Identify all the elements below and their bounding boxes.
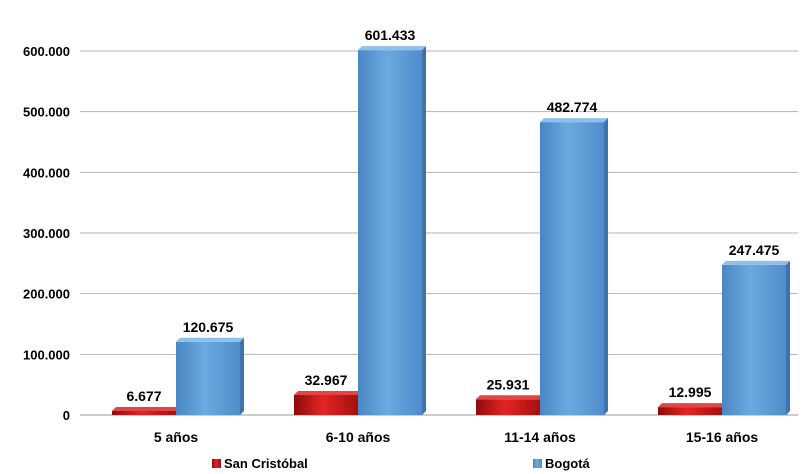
bar-side <box>422 46 426 415</box>
bar-body <box>722 264 786 415</box>
y-tick-label: 200.000 <box>23 287 70 302</box>
data-label: 25.931 <box>487 376 530 392</box>
x-category-label: 5 años <box>154 429 199 445</box>
legend-item-san-cristobal: San Cristóbal <box>212 456 308 471</box>
bar-san-cristobal <box>476 395 544 415</box>
bar-san-cristobal <box>294 391 362 415</box>
bar-side <box>786 260 790 415</box>
legend-label: San Cristóbal <box>224 456 308 471</box>
bar-top <box>112 406 180 411</box>
bar-body <box>112 410 176 415</box>
legend-label: Bogotá <box>545 456 591 471</box>
bars <box>112 46 790 416</box>
y-tick-label: 600.000 <box>23 44 70 59</box>
bar-top <box>294 391 362 396</box>
legend-swatch <box>212 459 221 468</box>
bar-body <box>540 122 604 416</box>
bar-top <box>476 395 544 400</box>
data-labels: 6.677 120.675 32.967 601.433 25.931 482.774 12… <box>126 27 779 404</box>
bar-body <box>658 407 722 415</box>
bar-top <box>658 403 726 408</box>
bar-side <box>604 118 608 416</box>
bar-top <box>358 46 426 51</box>
bar-top <box>722 260 790 265</box>
data-label: 32.967 <box>305 372 348 388</box>
bar-bogota <box>722 260 790 415</box>
y-tick-label: 500.000 <box>23 105 70 120</box>
bar-side <box>240 337 244 415</box>
bar-san-cristobal <box>112 406 180 415</box>
bar-body <box>358 50 422 415</box>
x-category-label: 11-14 años <box>504 429 576 445</box>
legend: San Cristóbal Bogotá <box>212 456 591 471</box>
bar-body <box>176 341 240 415</box>
x-category-label: 6-10 años <box>326 429 391 445</box>
bar-body <box>294 395 358 415</box>
bar-top <box>540 118 608 123</box>
bar-top <box>176 337 244 342</box>
bar-bogota <box>540 118 608 416</box>
x-category-label: 15-16 años <box>686 429 759 445</box>
y-tick-label: 300.000 <box>23 226 70 241</box>
bar-bogota <box>358 46 426 415</box>
data-label: 247.475 <box>729 242 780 258</box>
y-tick-label: 400.000 <box>23 165 70 180</box>
data-label: 6.677 <box>126 388 161 404</box>
data-label: 12.995 <box>669 384 712 400</box>
data-label: 482.774 <box>547 99 598 115</box>
bar-body <box>476 399 540 415</box>
x-axis-categories: 5 años 6-10 años 11-14 años 15-16 años <box>154 429 759 445</box>
legend-item-bogota: Bogotá <box>533 456 591 471</box>
y-axis-ticks: 0 100.000 200.000 300.000 400.000 500.000 600.… <box>23 44 70 423</box>
data-label: 120.675 <box>183 319 234 335</box>
y-tick-label: 0 <box>63 408 70 423</box>
bar-san-cristobal <box>658 403 726 415</box>
bar-bogota <box>176 337 244 415</box>
data-label: 601.433 <box>365 27 416 43</box>
y-tick-label: 100.000 <box>23 347 70 362</box>
legend-swatch <box>533 459 542 468</box>
